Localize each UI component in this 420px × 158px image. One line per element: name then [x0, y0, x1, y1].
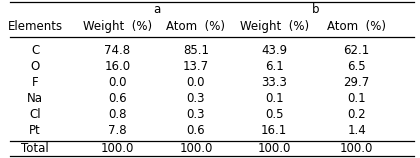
- Text: a: a: [153, 3, 160, 16]
- Text: 0.6: 0.6: [108, 92, 127, 105]
- Text: Weight  (%): Weight (%): [240, 20, 309, 33]
- Text: 1.4: 1.4: [347, 124, 366, 137]
- Text: Pt: Pt: [29, 124, 41, 137]
- Text: Elements: Elements: [8, 20, 63, 33]
- Text: 0.1: 0.1: [347, 92, 366, 105]
- Text: 85.1: 85.1: [183, 44, 209, 57]
- Text: 100.0: 100.0: [340, 142, 373, 155]
- Text: 7.8: 7.8: [108, 124, 127, 137]
- Text: 62.1: 62.1: [344, 44, 370, 57]
- Text: Atom  (%): Atom (%): [327, 20, 386, 33]
- Text: 0.0: 0.0: [108, 76, 127, 89]
- Text: Weight  (%): Weight (%): [83, 20, 152, 33]
- Text: C: C: [31, 44, 39, 57]
- Text: 100.0: 100.0: [101, 142, 134, 155]
- Text: O: O: [30, 60, 39, 73]
- Text: F: F: [32, 76, 38, 89]
- Text: 100.0: 100.0: [179, 142, 213, 155]
- Text: 0.3: 0.3: [186, 108, 205, 121]
- Text: 6.1: 6.1: [265, 60, 284, 73]
- Text: 43.9: 43.9: [261, 44, 287, 57]
- Text: 0.1: 0.1: [265, 92, 284, 105]
- Text: 29.7: 29.7: [344, 76, 370, 89]
- Text: Na: Na: [27, 92, 43, 105]
- Text: 0.0: 0.0: [186, 76, 205, 89]
- Text: 0.3: 0.3: [186, 92, 205, 105]
- Text: 100.0: 100.0: [257, 142, 291, 155]
- Text: Cl: Cl: [29, 108, 41, 121]
- Text: Total: Total: [21, 142, 49, 155]
- Text: 16.0: 16.0: [105, 60, 131, 73]
- Text: Atom  (%): Atom (%): [166, 20, 226, 33]
- Text: 0.8: 0.8: [108, 108, 127, 121]
- Text: 6.5: 6.5: [347, 60, 366, 73]
- Text: 33.3: 33.3: [261, 76, 287, 89]
- Text: 0.2: 0.2: [347, 108, 366, 121]
- Text: 16.1: 16.1: [261, 124, 287, 137]
- Text: 74.8: 74.8: [105, 44, 131, 57]
- Text: 0.5: 0.5: [265, 108, 284, 121]
- Text: b: b: [312, 3, 319, 16]
- Text: 0.6: 0.6: [186, 124, 205, 137]
- Text: 13.7: 13.7: [183, 60, 209, 73]
